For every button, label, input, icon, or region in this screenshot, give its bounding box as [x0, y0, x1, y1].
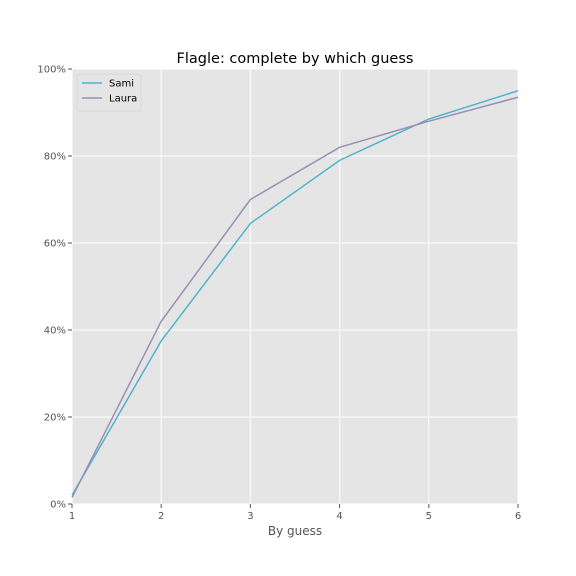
- series-line-sami: [71, 90, 519, 496]
- x-axis-label: By guess: [268, 524, 322, 538]
- x-tick-label: 3: [247, 511, 253, 522]
- legend-label: Sami: [109, 79, 134, 90]
- y-axis-ticks: 0% 20% 40% 60% 80% 100%: [37, 65, 72, 511]
- plot-area: [72, 69, 518, 504]
- y-tick-label: 20%: [44, 413, 66, 424]
- y-tick-label: 0%: [50, 500, 66, 511]
- y-tick-label: 60%: [44, 239, 66, 250]
- x-tick-label: 4: [336, 511, 342, 522]
- series-lines: [71, 90, 519, 498]
- x-tick-label: 6: [515, 511, 521, 522]
- y-tick-label: 100%: [37, 65, 66, 76]
- grid-lines: [71, 68, 519, 505]
- y-tick-label: 40%: [44, 326, 66, 337]
- chart-title: Flagle: complete by which guess: [177, 51, 414, 67]
- series-line-laura: [71, 96, 519, 498]
- x-tick-label: 2: [158, 511, 164, 522]
- x-tick-label: 5: [426, 511, 432, 522]
- legend: Sami Laura: [76, 73, 142, 112]
- legend-label: Laura: [109, 94, 137, 105]
- x-axis-ticks: 1 2 3 4 5 6: [69, 504, 521, 522]
- x-tick-label: 1: [69, 511, 75, 522]
- y-tick-label: 80%: [44, 152, 66, 163]
